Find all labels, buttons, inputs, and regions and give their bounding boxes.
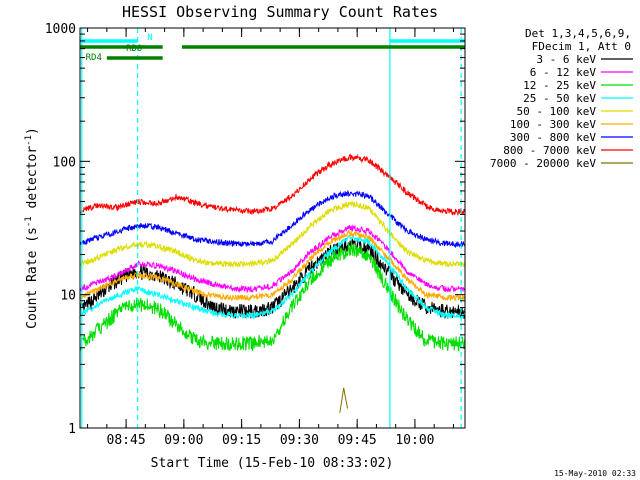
plot-frame [79, 27, 466, 429]
x-tick-label: 09:30 [280, 433, 319, 448]
overlay-layer: N RD0 RD4 [80, 28, 465, 428]
x-axis-label: Start Time (15-Feb-10 08:33:02) [151, 456, 394, 471]
y-axis-label-exp: -1 [24, 216, 34, 227]
series-100to300keV-line [79, 229, 466, 302]
series-25to50keV-line [79, 234, 466, 320]
x-tick-label: 09:00 [164, 433, 203, 448]
series-7000to20000keV-line [339, 387, 348, 413]
legend-label: 800 - 7000 keV [503, 144, 596, 157]
y-axis-label: Count Rate (s-1 detector-1) [24, 127, 40, 329]
legend-label: 50 - 100 keV [517, 105, 597, 118]
y-axis-label-mid: detector [25, 146, 40, 217]
timestamp-label: 15-May-2010 02:33 [554, 469, 636, 478]
legend-label: 12 - 25 keV [523, 79, 596, 92]
x-tick-label: 08:45 [107, 433, 146, 448]
y-tick-label: 100 [53, 155, 76, 170]
y-axis-label-exp-2: -1 [24, 135, 34, 146]
x-tick-label: 09:15 [222, 433, 261, 448]
legend-header-line: FDecim 1, Att 0 [532, 40, 631, 53]
x-tick-label: 10:00 [395, 433, 434, 448]
tick-layer: 08:45 09:00 09:15 09:30 09:45 10:00 1 10 100 1000 [45, 22, 465, 448]
series-50to100keV-line [79, 200, 466, 269]
series-6to12keV-line [79, 224, 466, 294]
legend-label: 3 - 6 keV [536, 53, 596, 66]
y-tick-label: 1 [68, 422, 76, 437]
series-300to800keV-line [79, 189, 466, 249]
y-tick-label: 10 [60, 289, 76, 304]
legend-label: 100 - 300 keV [510, 118, 596, 131]
y-tick-label: 1000 [45, 22, 76, 37]
legend-label: 6 - 12 keV [530, 66, 597, 79]
rd4-label: RD4 [86, 53, 102, 63]
legend-label: 300 - 800 keV [510, 131, 596, 144]
y-axis-label-prefix: Count Rate (s [25, 227, 40, 329]
x-tick-label: 09:45 [338, 433, 377, 448]
n-label: N [147, 33, 152, 43]
rd0-label: RD0 [126, 44, 142, 54]
series-12to25keV-line [79, 242, 466, 353]
legend-label: 7000 - 20000 keV [490, 157, 596, 170]
series-layer [79, 153, 466, 413]
legend-label: 25 - 50 keV [523, 92, 596, 105]
y-axis-label-suffix: ) [25, 127, 40, 135]
legend-header-line: Det 1,3,4,5,6,9, [525, 27, 631, 40]
chart-title: HESSI Observing Summary Count Rates [122, 3, 438, 21]
series-800to7000keV-line [79, 153, 466, 217]
legend: Det 1,3,4,5,6,9,FDecim 1, Att 03 - 6 keV… [490, 27, 633, 170]
